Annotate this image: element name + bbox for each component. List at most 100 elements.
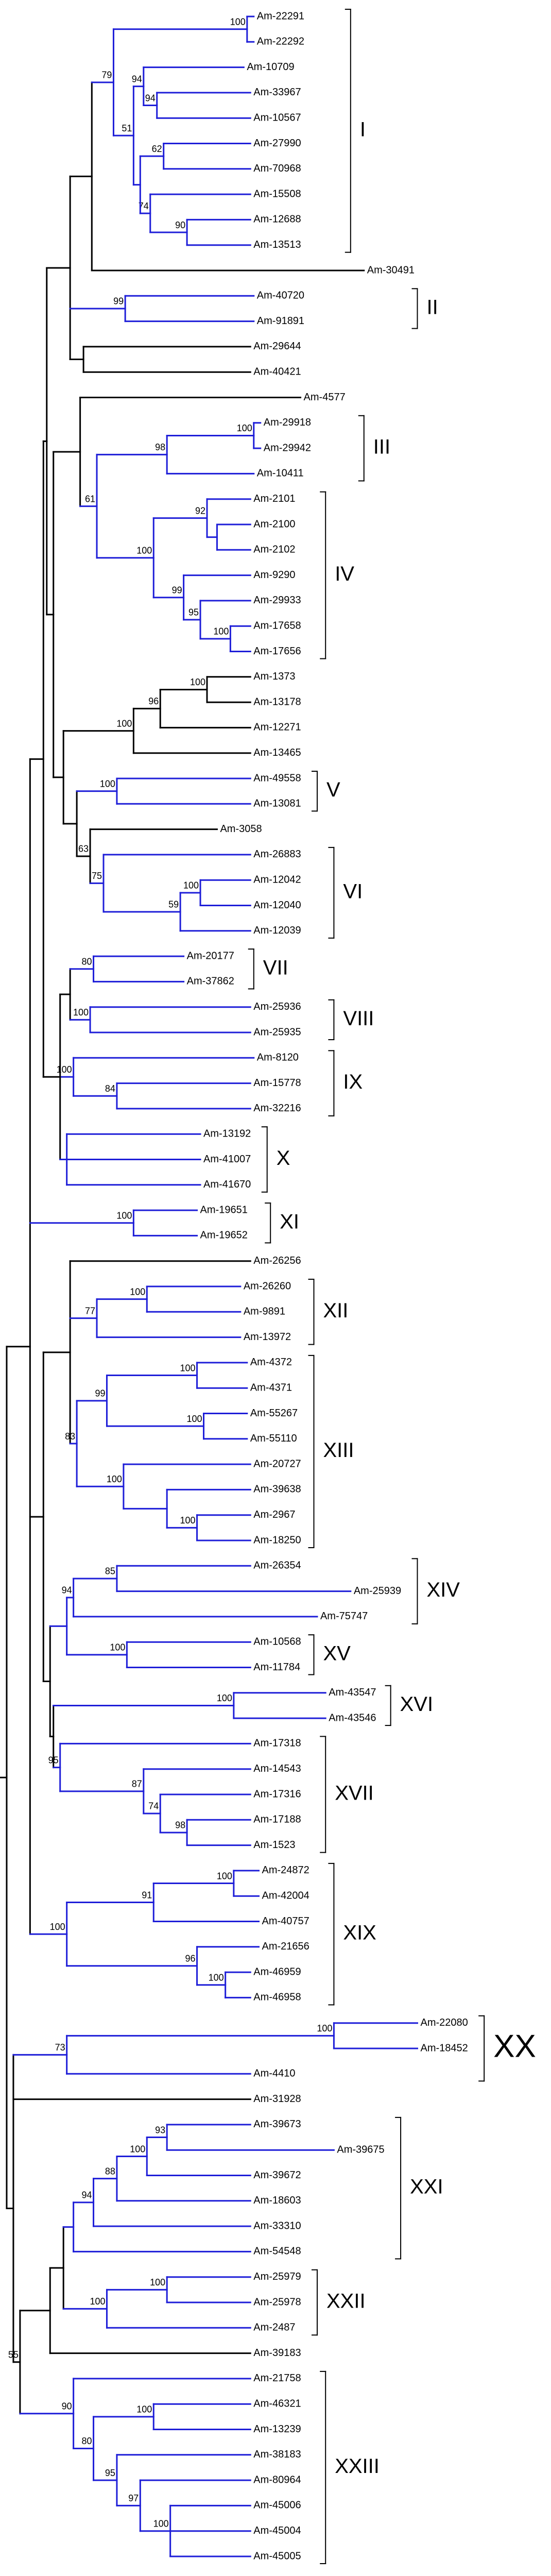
leaf-label: Am-13513 <box>253 239 301 250</box>
leaf-label: Am-46958 <box>253 1992 301 2003</box>
leaf-label: Am-2967 <box>253 1509 295 1520</box>
bootstrap-value: 88 <box>105 2166 115 2176</box>
leaf-label: Am-1373 <box>253 671 295 682</box>
leaf-label: Am-2487 <box>253 2322 295 2333</box>
leaf-label: Am-55267 <box>250 1408 298 1419</box>
bootstrap-value: 84 <box>105 1083 115 1094</box>
leaf-label: Am-45006 <box>253 2500 301 2511</box>
clade-label: I <box>360 118 366 141</box>
leaf-label: Am-19651 <box>200 1204 248 1215</box>
bootstrap-value: 100 <box>230 16 246 27</box>
bootstrap-value: 98 <box>175 1820 185 1831</box>
bootstrap-value: 100 <box>116 718 132 728</box>
leaf-label: Am-1523 <box>253 1839 295 1851</box>
leaf-label: Am-26883 <box>253 849 301 860</box>
leaf-label: Am-25935 <box>253 1026 301 1038</box>
leaf-label: Am-17318 <box>253 1738 301 1749</box>
leaf-label: Am-32216 <box>253 1103 301 1114</box>
leaf-label: Am-25939 <box>354 1585 401 1597</box>
leaf-label: Am-42004 <box>262 1890 309 1901</box>
leaf-label: Am-29918 <box>264 417 311 428</box>
leaf-label: Am-26260 <box>244 1280 291 1292</box>
bootstrap-value: 90 <box>175 220 185 230</box>
leaf-label: Am-13178 <box>253 696 301 707</box>
leaf-label: Am-12040 <box>253 900 301 911</box>
leaf-label: Am-29933 <box>253 595 301 606</box>
leaf-label: Am-17658 <box>253 620 301 631</box>
leaf-label: Am-12271 <box>253 722 301 733</box>
bootstrap-value: 74 <box>148 1801 159 1811</box>
leaf-label: Am-10568 <box>253 1636 301 1647</box>
leaf-label: Am-19652 <box>200 1230 248 1241</box>
bootstrap-value: 94 <box>62 1585 72 1596</box>
bootstrap-value: 100 <box>100 778 115 789</box>
leaf-label: Am-54548 <box>253 2246 301 2257</box>
leaf-label: Am-41670 <box>203 1179 251 1190</box>
leaf-label: Am-18603 <box>253 2195 301 2206</box>
leaf-label: Am-39672 <box>253 2170 301 2181</box>
leaf-label: Am-21656 <box>262 1941 309 1952</box>
bootstrap-value: 97 <box>128 2493 139 2503</box>
leaf-label: Am-33310 <box>253 2220 301 2231</box>
leaf-label: Am-4371 <box>250 1382 292 1393</box>
leaf-label: Am-3058 <box>220 823 262 835</box>
leaf-label: Am-12039 <box>253 925 301 936</box>
bootstrap-value: 100 <box>50 1922 65 1932</box>
clade-label: III <box>373 436 390 459</box>
leaf-label: Am-49558 <box>253 772 301 784</box>
bootstrap-value: 51 <box>122 123 132 133</box>
bootstrap-value: 100 <box>237 423 252 433</box>
clade-label: XIII <box>323 1439 354 1462</box>
bootstrap-value: 85 <box>105 1566 115 1577</box>
clade-label: VI <box>343 880 363 903</box>
bootstrap-value: 99 <box>95 1388 105 1399</box>
bootstrap-value: 100 <box>183 880 199 891</box>
leaf-label: Am-80964 <box>253 2474 301 2485</box>
bootstrap-value: 99 <box>113 296 124 307</box>
leaf-label: Am-13465 <box>253 747 301 758</box>
leaf-label: Am-29644 <box>253 341 301 352</box>
leaf-label: Am-17316 <box>253 1788 301 1800</box>
leaf-label: Am-37862 <box>187 976 234 987</box>
leaf-label: Am-15508 <box>253 188 301 199</box>
clade-label: XIV <box>427 1579 460 1601</box>
clade-label: XVI <box>400 1693 433 1716</box>
bootstrap-value: 99 <box>172 585 182 595</box>
leaf-label: Am-25978 <box>253 2296 301 2308</box>
leaf-label: Am-31928 <box>253 2093 301 2105</box>
bootstrap-value: 100 <box>217 1693 232 1703</box>
bootstrap-value: 80 <box>82 2436 92 2446</box>
leaf-label: Am-25936 <box>253 1001 301 1012</box>
clade-label: X <box>277 1147 290 1170</box>
leaf-label: Am-10411 <box>257 468 304 479</box>
leaf-label: Am-29942 <box>264 442 311 453</box>
bootstrap-value: 62 <box>152 144 162 154</box>
bootstrap-value: 94 <box>145 93 156 103</box>
clade-label: XX <box>493 2028 536 2064</box>
leaf-label: Am-91891 <box>257 315 304 327</box>
bootstrap-value: 95 <box>188 607 199 618</box>
bootstrap-value: 92 <box>195 505 205 516</box>
bootstrap-value: 96 <box>185 1954 196 1964</box>
leaf-label: Am-70968 <box>253 163 301 174</box>
bootstrap-value: 100 <box>73 1007 89 1018</box>
leaf-label: Am-15778 <box>253 1077 301 1089</box>
bootstrap-value: 73 <box>55 2042 65 2053</box>
bootstrap-value: 100 <box>130 2144 145 2154</box>
bootstrap-value: 100 <box>213 626 229 637</box>
leaf-label: Am-20727 <box>253 1458 301 1469</box>
leaf-label: Am-12042 <box>253 874 301 885</box>
bootstrap-value: 79 <box>101 70 112 80</box>
clade-label: XI <box>280 1210 299 1233</box>
bootstrap-value: 96 <box>148 696 159 706</box>
clade-label: XXII <box>326 2290 366 2313</box>
bootstrap-value: 63 <box>78 844 89 854</box>
leaf-label: Am-4410 <box>253 2068 295 2079</box>
bootstrap-value: 98 <box>155 442 165 452</box>
clade-label: XXIII <box>335 2455 380 2478</box>
clade-label: VII <box>263 956 288 979</box>
leaf-label: Am-75747 <box>320 1611 368 1622</box>
bootstrap-value: 93 <box>155 2125 165 2135</box>
